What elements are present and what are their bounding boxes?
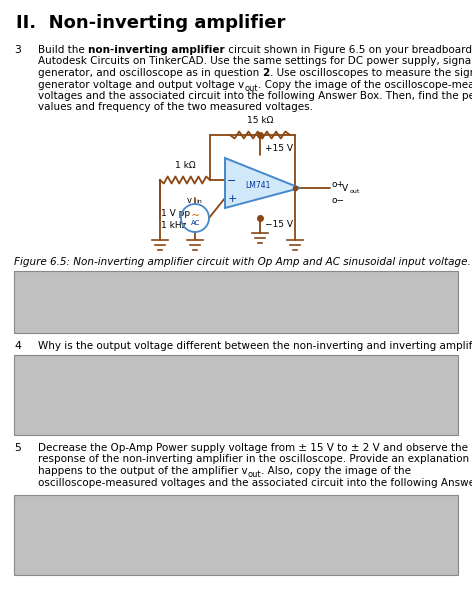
Text: 1 kHz: 1 kHz [161,222,186,231]
FancyBboxPatch shape [14,495,458,575]
Text: AC: AC [191,220,201,226]
Text: 1 V pp: 1 V pp [161,210,190,219]
Text: non-inverting amplifier: non-inverting amplifier [88,45,225,55]
Text: Autodesk Circuits on TinkerCAD. Use the same settings for DC power supply, signa: Autodesk Circuits on TinkerCAD. Use the … [38,57,472,67]
Text: 4: 4 [14,341,21,351]
Text: Decrease the Op-Amp Power supply voltage from ± 15 V to ± 2 V and observe the: Decrease the Op-Amp Power supply voltage… [38,443,468,453]
Text: . Copy the image of the oscilloscope-measured: . Copy the image of the oscilloscope-mea… [258,79,472,89]
Text: 3: 3 [14,45,21,55]
Text: V: V [342,184,348,193]
Text: . Also, copy the image of the: . Also, copy the image of the [261,466,411,476]
Text: values and frequency of the two measured voltages.: values and frequency of the two measured… [38,103,313,113]
Text: Why is the output voltage different between the non-inverting and inverting ampl: Why is the output voltage different betw… [38,341,472,351]
Text: +: + [228,194,236,204]
Text: out: out [350,189,361,194]
Text: Figure 6.5: Non-inverting amplifier circuit with Op Amp and AC sinusoidal input : Figure 6.5: Non-inverting amplifier circ… [14,257,471,267]
Text: 1 kΩ: 1 kΩ [175,161,195,170]
Text: II.  Non-inverting amplifier: II. Non-inverting amplifier [16,14,286,32]
FancyBboxPatch shape [14,355,458,435]
Text: LM741: LM741 [245,182,270,191]
Text: circuit shown in Figure 6.5 on your breadboard in: circuit shown in Figure 6.5 on your brea… [225,45,472,55]
Text: oscilloscope-measured voltages and the associated circuit into the following Ans: oscilloscope-measured voltages and the a… [38,477,472,488]
Text: +15 V: +15 V [265,144,293,153]
Text: voltages and the associated circuit into the following Answer Box. Then, find th: voltages and the associated circuit into… [38,91,472,101]
FancyBboxPatch shape [14,271,458,333]
Text: o+: o+ [332,180,345,189]
Text: . Use oscilloscopes to measure the signal: . Use oscilloscopes to measure the signa… [270,68,472,78]
Text: out: out [244,83,258,92]
Text: o−: o− [332,196,345,205]
Polygon shape [225,158,300,208]
Text: out: out [248,470,261,479]
Text: 5: 5 [14,443,21,453]
Text: −15 V: −15 V [265,220,293,229]
Text: generator, and oscilloscope as in question: generator, and oscilloscope as in questi… [38,68,262,78]
Text: response of the non-inverting amplifier in the oscilloscope. Provide an explanat: response of the non-inverting amplifier … [38,455,472,464]
Text: Build the: Build the [38,45,88,55]
Text: 2: 2 [262,68,270,78]
Text: ~: ~ [190,211,200,221]
Text: 15 kΩ: 15 kΩ [247,116,273,125]
Text: −: − [228,176,236,186]
Text: generator voltage and output voltage v: generator voltage and output voltage v [38,79,244,89]
Text: v: v [187,196,192,205]
Text: happens to the output of the amplifier v: happens to the output of the amplifier v [38,466,248,476]
Text: in: in [196,199,202,204]
